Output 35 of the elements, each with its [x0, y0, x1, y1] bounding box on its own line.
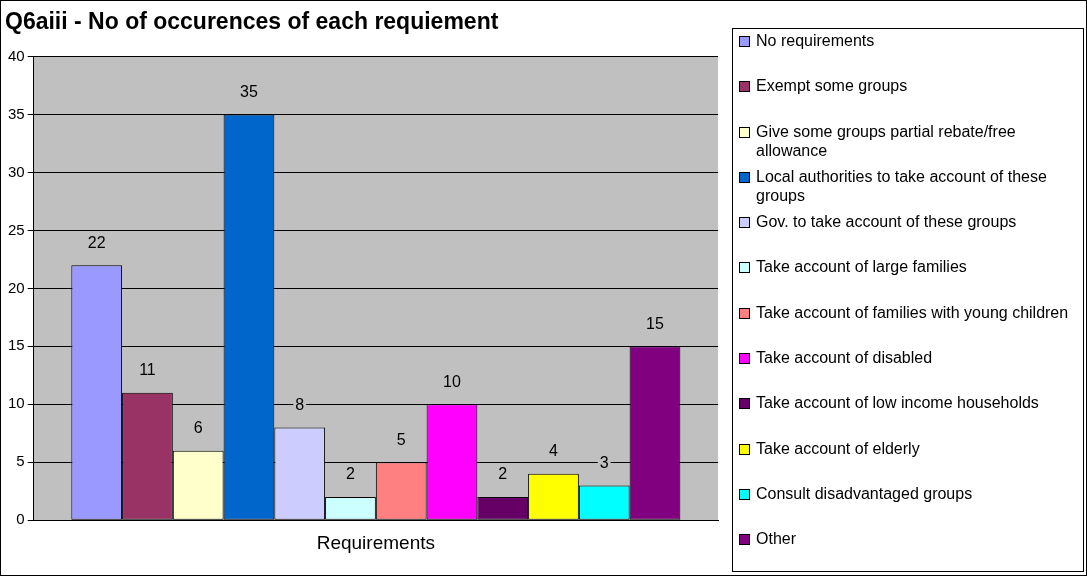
x-tick-label: Requirements [316, 531, 435, 553]
legend-label: Give some groups partial rebate/free allowance [756, 121, 1017, 160]
legend-label: Take account of families with young children [756, 302, 1069, 322]
data-label: 35 [240, 82, 258, 100]
data-label: 15 [646, 314, 664, 332]
legend-label: Other [756, 529, 797, 549]
legend-label: Take account of large families [756, 257, 967, 277]
data-label: 4 [549, 442, 559, 460]
y-tick-label: 15 [8, 336, 25, 354]
chart-title: Q6aiii - No of occurences of each requiement [5, 8, 499, 35]
data-label: 2 [498, 465, 508, 483]
y-tick-label: 35 [8, 104, 25, 122]
legend-label: No requirements [756, 31, 875, 50]
y-tick-label: 25 [8, 220, 25, 238]
data-label: 11 [139, 361, 156, 379]
data-label: 2 [346, 465, 356, 483]
y-tick-label: 10 [8, 394, 25, 412]
legend-label: Take account of low income households [756, 393, 1039, 413]
data-label: 22 [87, 233, 106, 251]
legend-label: Exempt some groups [756, 76, 908, 96]
y-tick-label: 30 [8, 162, 25, 180]
y-tick-label: 5 [16, 452, 25, 470]
legend-label: Take account of elderly [756, 438, 920, 458]
data-label: 3 [599, 453, 609, 471]
data-label: 8 [295, 395, 305, 413]
legend-label: Consult disadvantaged groups [756, 483, 973, 503]
data-label: 10 [443, 372, 461, 390]
y-tick-label: 20 [8, 278, 25, 296]
data-label: 6 [193, 419, 203, 437]
legend-label: Gov. to take account of these groups [756, 212, 1017, 232]
data-label: 5 [396, 430, 406, 448]
y-tick-label: 0 [16, 510, 25, 528]
y-tick-label: 40 [8, 46, 25, 64]
legend-label: Take account of disabled [756, 348, 933, 368]
legend-label: Local authorities to take account of these groups [756, 166, 1048, 205]
